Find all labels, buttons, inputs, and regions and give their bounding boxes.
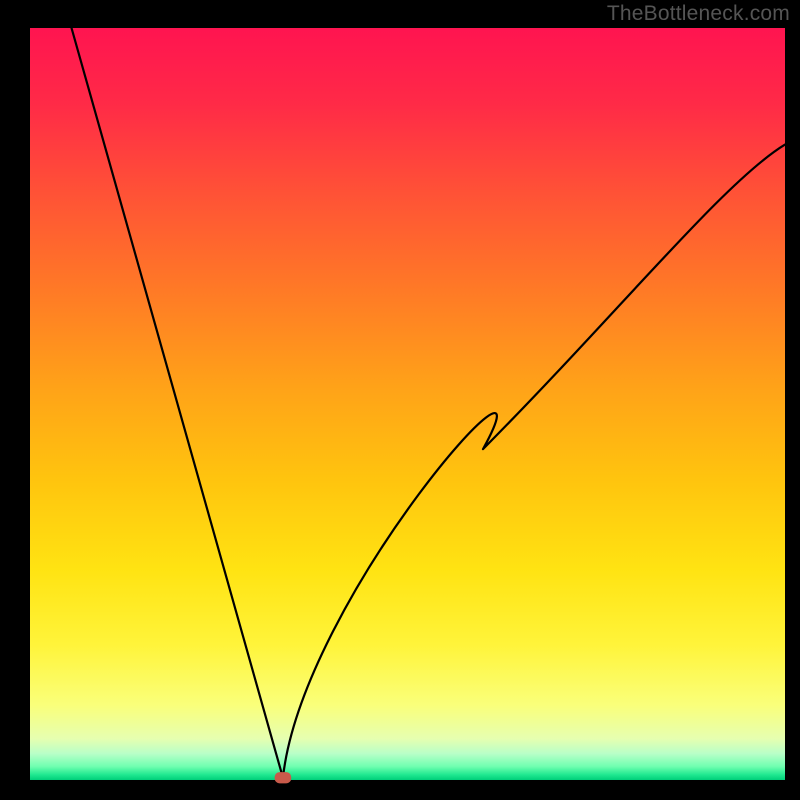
plot-gradient-background (30, 28, 785, 780)
watermark-text: TheBottleneck.com (607, 2, 790, 26)
chart-frame: TheBottleneck.com (0, 0, 800, 800)
